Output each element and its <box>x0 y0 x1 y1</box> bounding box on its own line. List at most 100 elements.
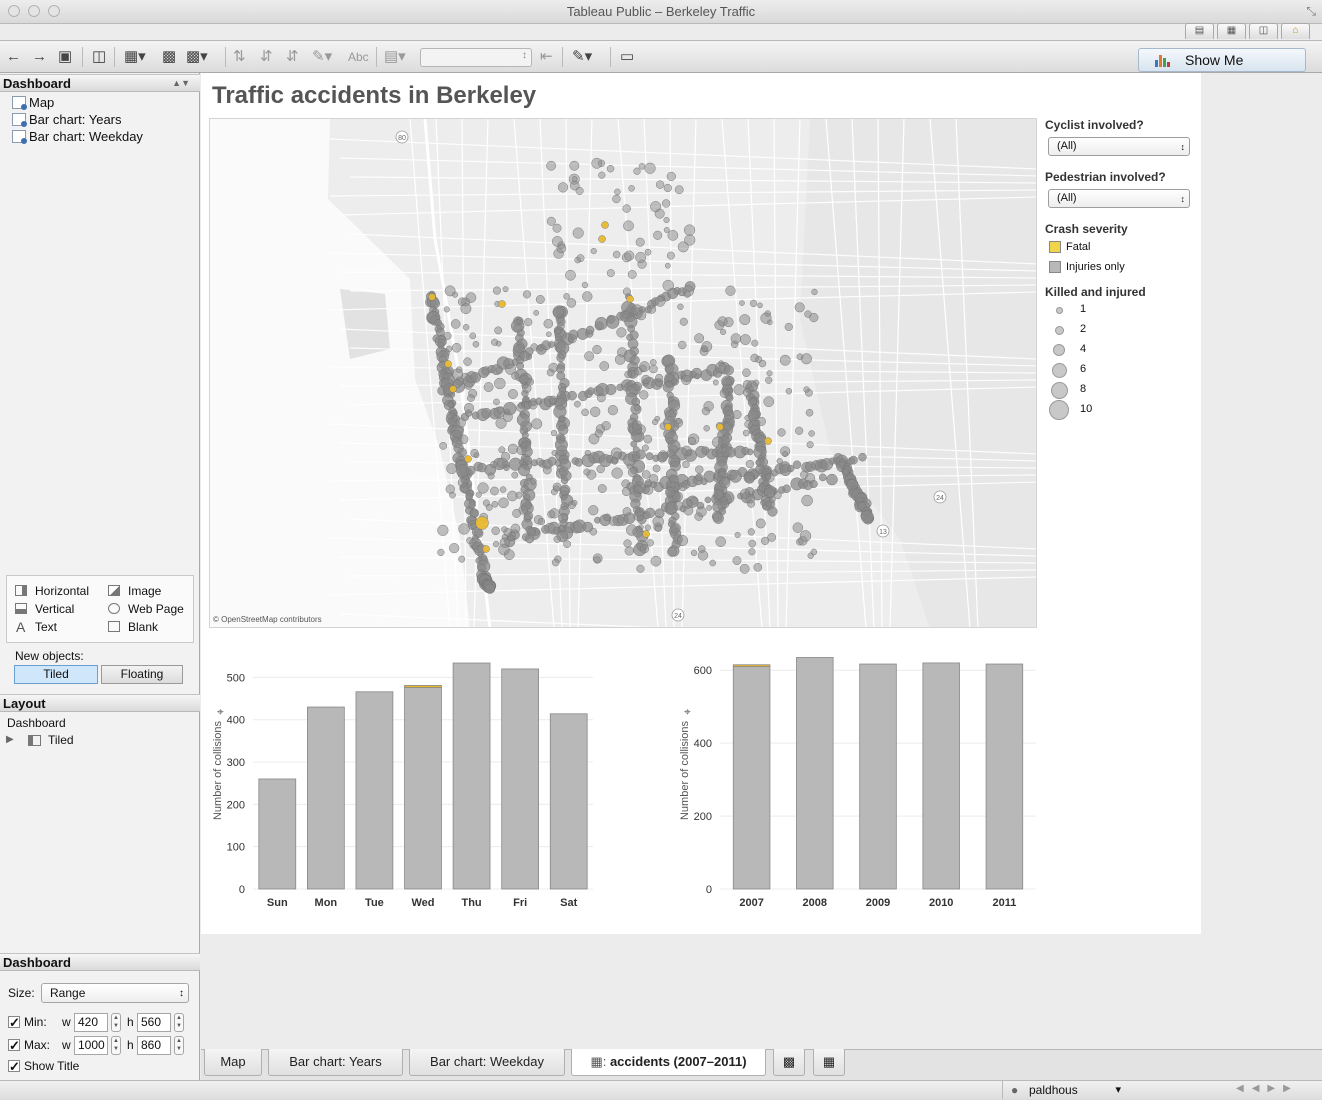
crash-point[interactable] <box>553 306 565 318</box>
crash-point[interactable] <box>733 384 745 396</box>
crash-point[interactable] <box>451 368 464 380</box>
crash-point[interactable] <box>496 457 508 469</box>
crash-point[interactable] <box>546 216 556 226</box>
crash-point[interactable] <box>611 467 623 479</box>
tab-bar-weekday[interactable]: Bar chart: Weekday <box>409 1049 565 1076</box>
crash-point[interactable] <box>717 316 728 327</box>
crash-point[interactable] <box>663 217 670 224</box>
crash-point[interactable] <box>594 429 603 438</box>
crash-point[interactable] <box>437 548 445 557</box>
crash-point[interactable] <box>639 544 650 554</box>
crash-point[interactable] <box>495 417 507 429</box>
crash-point[interactable] <box>542 465 552 475</box>
crash-point[interactable] <box>805 473 816 484</box>
crash-point[interactable] <box>551 558 560 567</box>
crash-point[interactable] <box>627 467 638 477</box>
bar-injuries-only[interactable] <box>859 663 897 890</box>
crash-point[interactable] <box>548 362 559 373</box>
object-vertical[interactable]: Vertical <box>15 601 74 617</box>
crash-point[interactable] <box>687 436 697 446</box>
crash-point[interactable] <box>661 199 671 208</box>
years-bar-chart[interactable]: 0 200 400 600 Number of collisions ⌖ 2007 2008 2… <box>672 640 1042 920</box>
new-dashboard-tab[interactable]: ▦ <box>813 1049 845 1076</box>
crash-point[interactable] <box>457 426 465 433</box>
crash-point[interactable] <box>552 223 562 233</box>
sheet-item-map[interactable]: Map <box>12 94 54 111</box>
crash-point[interactable] <box>755 518 766 529</box>
crash-point[interactable] <box>744 419 753 429</box>
crash-point[interactable] <box>800 353 812 365</box>
crash-point[interactable] <box>647 304 657 314</box>
crash-point[interactable] <box>446 463 458 474</box>
crash-point[interactable] <box>608 516 619 526</box>
minimize-window-button[interactable] <box>28 5 40 17</box>
crash-point[interactable] <box>522 290 532 299</box>
crash-point[interactable] <box>485 504 493 511</box>
min-width-stepper[interactable]: ▲ ▼ <box>111 1013 121 1032</box>
sort-descending-icon[interactable]: ⇵ <box>286 48 299 65</box>
crash-point[interactable] <box>484 583 496 594</box>
crash-point[interactable] <box>682 460 690 469</box>
crash-point[interactable] <box>755 459 762 466</box>
crash-point[interactable] <box>645 452 654 461</box>
crash-point[interactable] <box>558 524 566 532</box>
crash-point[interactable] <box>792 460 802 469</box>
bar-injuries-only[interactable] <box>404 687 442 890</box>
crash-point[interactable] <box>706 505 713 511</box>
crash-point[interactable] <box>712 512 724 524</box>
crash-point[interactable] <box>556 445 568 457</box>
crash-point[interactable] <box>556 322 565 331</box>
fit-dropdown[interactable] <box>420 48 532 67</box>
crash-point[interactable] <box>694 373 701 380</box>
bar-injuries-only[interactable] <box>549 713 588 890</box>
crash-point[interactable] <box>630 440 638 448</box>
crash-point[interactable] <box>655 180 665 189</box>
crash-point[interactable] <box>641 444 649 452</box>
expand-triangle-icon[interactable]: ▶ <box>6 734 14 745</box>
crash-point[interactable] <box>749 299 758 308</box>
crash-point[interactable] <box>627 270 637 279</box>
crash-point[interactable] <box>497 406 505 414</box>
max-width-stepper[interactable]: ▲ ▼ <box>111 1036 121 1055</box>
crash-point[interactable] <box>663 227 670 233</box>
crash-point[interactable] <box>535 457 544 466</box>
layout-child-tiled[interactable]: Tiled <box>28 733 74 747</box>
crash-point[interactable] <box>631 420 642 431</box>
crash-point[interactable] <box>712 379 719 386</box>
crash-point[interactable] <box>599 361 610 371</box>
crash-point[interactable] <box>601 221 609 229</box>
crash-point[interactable] <box>502 412 513 422</box>
crash-point[interactable] <box>732 410 742 420</box>
crash-point[interactable] <box>760 312 772 324</box>
crash-point[interactable] <box>571 499 578 506</box>
new-worksheet-tab[interactable]: ▩ <box>773 1049 805 1076</box>
crash-point[interactable] <box>826 473 838 486</box>
crash-point[interactable] <box>765 376 773 384</box>
crash-point[interactable] <box>607 405 618 416</box>
sheet-nav-arrows[interactable]: ◀◀▶▶ <box>1236 1083 1299 1094</box>
crash-point[interactable] <box>769 496 776 503</box>
crash-point[interactable] <box>745 459 754 469</box>
crash-point[interactable] <box>757 302 763 309</box>
crash-point[interactable] <box>777 428 786 437</box>
crash-point[interactable] <box>466 465 476 476</box>
crash-point[interactable] <box>574 458 584 467</box>
map-view[interactable]: 80 24 13 24 © OpenStreetMap contributors <box>209 118 1037 628</box>
crash-point[interactable] <box>598 171 606 179</box>
crash-point[interactable] <box>662 381 674 393</box>
crash-point[interactable] <box>697 550 709 561</box>
crash-point[interactable] <box>644 524 651 531</box>
crash-point[interactable] <box>612 250 621 259</box>
crash-point[interactable] <box>492 286 502 295</box>
crash-point[interactable] <box>746 448 754 456</box>
crash-point[interactable] <box>550 429 558 437</box>
crash-point[interactable] <box>450 319 461 329</box>
crash-point[interactable] <box>650 555 662 567</box>
crash-point[interactable] <box>860 510 874 524</box>
pedestrian-filter-select[interactable]: (All) <box>1048 189 1190 208</box>
crash-point[interactable] <box>616 327 627 338</box>
crash-point[interactable] <box>494 326 503 335</box>
min-checkbox[interactable] <box>8 1013 20 1033</box>
crash-point[interactable] <box>449 543 460 554</box>
crash-point[interactable] <box>498 446 506 454</box>
